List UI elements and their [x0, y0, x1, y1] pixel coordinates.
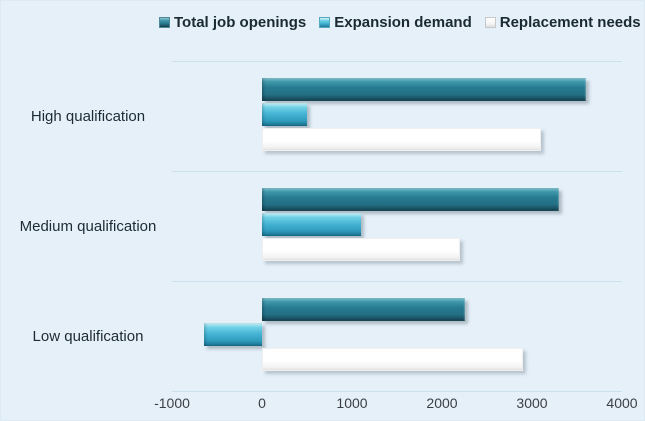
legend-item-expansion-demand: Expansion demand: [319, 14, 472, 31]
x-tick-label: 3000: [516, 395, 548, 411]
total-job-openings-bar: [262, 188, 559, 211]
x-tick-label: 1000: [336, 395, 368, 411]
legend-swatch-expansion-demand: [319, 17, 331, 28]
x-tick-label: -1000: [154, 395, 190, 411]
category-label: High qualification: [30, 107, 146, 125]
gridline: [172, 281, 622, 282]
expansion-demand-bar: [262, 213, 361, 236]
legend-swatch-total-job-openings: [159, 17, 170, 28]
replacement-needs-bar: [262, 128, 541, 151]
legend: Total job openings Expansion demand Repl…: [159, 14, 641, 31]
legend-label: Total job openings: [174, 14, 307, 31]
category-label: Medium qualification: [19, 217, 157, 235]
expansion-demand-bar: [262, 103, 307, 126]
legend-item-replacement-needs: Replacement needs: [484, 14, 641, 31]
gridline: [172, 391, 622, 392]
total-job-openings-bar: [262, 298, 465, 321]
expansion-demand-bar: [203, 323, 262, 346]
total-job-openings-bar: [262, 78, 586, 101]
category-label: Low qualification: [32, 327, 144, 345]
replacement-needs-bar: [262, 238, 460, 261]
gridline: [172, 171, 622, 172]
x-tick-label: 0: [258, 395, 266, 411]
replacement-needs-bar: [262, 348, 523, 371]
legend-item-total-job-openings: Total job openings: [159, 14, 306, 31]
x-tick-label: 4000: [606, 395, 638, 411]
legend-label: Expansion demand: [334, 14, 472, 31]
gridline: [172, 61, 622, 62]
legend-swatch-replacement-needs: [484, 17, 496, 28]
legend-label: Replacement needs: [499, 14, 641, 31]
x-tick-label: 2000: [426, 395, 458, 411]
